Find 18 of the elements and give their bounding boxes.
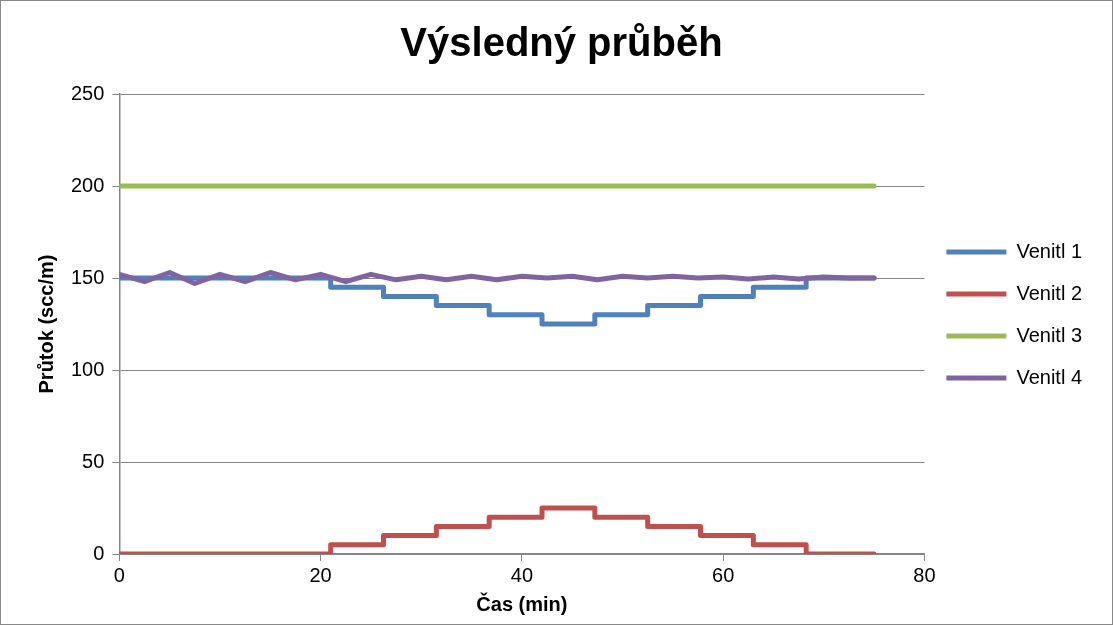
x-tick-label: 0 [113,563,125,586]
y-axis-title: Průtok (scc/m) [34,254,57,394]
y-tick-label: 200 [70,173,105,196]
y-tick-label: 0 [93,541,105,564]
legend-label: Venitl 4 [1016,365,1082,388]
y-tick-label: 100 [70,357,105,380]
legend-label: Venitl 3 [1016,323,1082,346]
chart-title: Výsledný průběh [400,20,723,65]
legend-label: Venitl 2 [1016,281,1082,304]
x-axis-title: Čas (min) [476,591,568,615]
legend-label: Venitl 1 [1016,239,1082,262]
x-tick-label: 80 [913,563,936,586]
x-tick-label: 20 [309,563,332,586]
y-tick-label: 150 [70,265,105,288]
y-tick-label: 250 [70,81,105,104]
x-tick-label: 60 [712,563,735,586]
y-tick-label: 50 [82,449,105,472]
x-tick-label: 40 [510,563,534,586]
